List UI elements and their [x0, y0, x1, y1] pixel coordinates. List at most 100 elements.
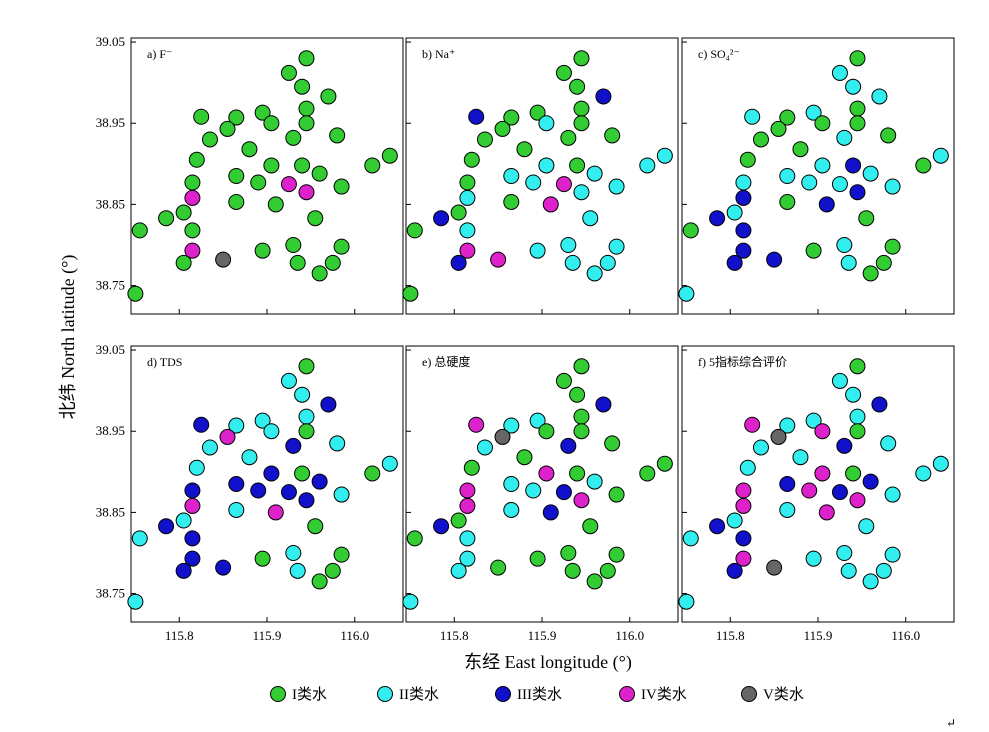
- y-tick-label: 39.05: [96, 34, 125, 49]
- sample-point: [564, 562, 581, 579]
- sample-point: [267, 196, 284, 213]
- sample-point: [604, 127, 621, 144]
- sample-point: [459, 482, 476, 499]
- sample-point: [573, 184, 590, 201]
- sample-point: [779, 476, 796, 492]
- legend-marker: [270, 686, 286, 702]
- sample-point: [805, 104, 822, 121]
- sample-point: [285, 237, 302, 253]
- sample-point: [586, 265, 603, 282]
- legend-marker: [741, 686, 757, 702]
- sample-point: [241, 141, 258, 158]
- sample-point: [709, 518, 726, 535]
- panel-frame: [130, 345, 404, 623]
- sample-point: [735, 482, 752, 499]
- sample-point: [193, 416, 210, 433]
- sample-point: [503, 193, 520, 210]
- sample-point: [184, 497, 201, 514]
- panel-label: f) 5指标综合评价: [698, 354, 787, 369]
- sample-point: [263, 157, 280, 174]
- y-tick-label: 39.05: [96, 342, 125, 357]
- sample-point: [538, 115, 555, 132]
- sample-point: [573, 100, 590, 117]
- sample-point: [862, 473, 879, 490]
- sample-point: [280, 484, 297, 501]
- sample-point: [263, 465, 280, 482]
- sample-point: [858, 210, 875, 227]
- legend-item: V类水: [741, 686, 804, 703]
- sample-point: [542, 504, 559, 521]
- sample-point: [175, 562, 192, 579]
- sample-point: [459, 242, 476, 259]
- sample-point: [560, 129, 577, 146]
- sample-point: [735, 222, 752, 239]
- panel-c: c) SO₄²⁻: [678, 37, 955, 315]
- sample-point: [201, 131, 218, 148]
- sample-point: [459, 222, 476, 239]
- sample-point: [307, 518, 324, 535]
- sample-point: [228, 168, 245, 184]
- sample-point: [525, 174, 542, 191]
- sample-point: [608, 238, 625, 255]
- sample-point: [739, 459, 756, 476]
- sample-point: [836, 545, 853, 561]
- sample-point: [831, 176, 848, 193]
- sample-point: [529, 550, 546, 567]
- sample-point: [127, 285, 144, 302]
- sample-point: [228, 109, 245, 126]
- sample-point: [735, 189, 752, 206]
- panel-label: d) TDS: [147, 355, 182, 369]
- sample-point: [770, 120, 787, 137]
- sample-point: [298, 423, 315, 440]
- sample-point: [298, 358, 315, 375]
- sample-point: [560, 237, 577, 253]
- sample-point: [555, 64, 572, 81]
- sample-point: [836, 129, 853, 146]
- sample-point: [450, 512, 467, 529]
- sample-point: [503, 109, 520, 126]
- sample-point: [726, 562, 743, 579]
- sample-point: [193, 108, 210, 125]
- sample-point: [862, 265, 879, 282]
- sample-point: [311, 165, 328, 182]
- sample-point: [735, 174, 752, 191]
- sample-point: [311, 265, 328, 282]
- x-tick-label: 116.0: [615, 628, 644, 643]
- sample-point: [267, 504, 284, 521]
- sample-point: [131, 222, 148, 239]
- sample-point: [569, 78, 586, 95]
- sample-point: [459, 189, 476, 206]
- sample-point: [538, 157, 555, 174]
- y-tick-label: 38.95: [96, 423, 125, 438]
- sample-point: [735, 550, 752, 567]
- sample-point: [131, 530, 148, 547]
- sample-point: [298, 50, 315, 67]
- sample-point: [582, 210, 599, 227]
- sample-point: [158, 518, 175, 535]
- sample-point: [682, 530, 699, 547]
- sample-point: [406, 530, 423, 547]
- sample-point: [831, 372, 848, 389]
- sample-point: [490, 559, 507, 576]
- x-tick-label: 115.8: [716, 628, 745, 643]
- sample-point: [599, 562, 616, 579]
- sample-point: [294, 386, 311, 403]
- sample-point: [932, 147, 949, 164]
- sample-point: [241, 449, 258, 466]
- legend-marker: [619, 686, 635, 702]
- sample-point: [932, 455, 949, 472]
- sample-point: [880, 435, 897, 452]
- sample-point: [555, 372, 572, 389]
- sample-point: [333, 486, 350, 503]
- legend: I类水 II类水 III类水 IV类水 V类水: [270, 686, 804, 703]
- sample-point: [289, 254, 306, 271]
- sample-point: [840, 562, 857, 579]
- sample-point: [573, 408, 590, 425]
- sample-point: [503, 501, 520, 518]
- sample-point: [503, 476, 520, 492]
- sample-point: [529, 242, 546, 259]
- sample-point: [215, 251, 232, 268]
- return-mark: ↵: [946, 716, 956, 730]
- sample-point: [779, 109, 796, 126]
- sample-point: [476, 439, 493, 456]
